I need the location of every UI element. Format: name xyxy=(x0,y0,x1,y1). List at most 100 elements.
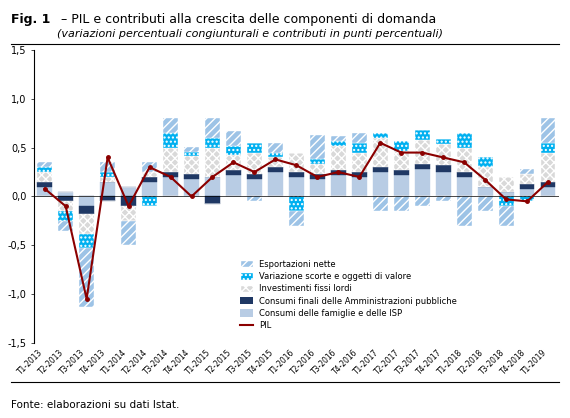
Bar xyxy=(373,196,388,211)
Bar xyxy=(247,174,262,179)
Text: Fonte: elaborazioni su dati Istat.: Fonte: elaborazioni su dati Istat. xyxy=(11,400,180,410)
Bar xyxy=(226,155,241,170)
Bar xyxy=(436,144,450,165)
Bar xyxy=(163,177,178,196)
Bar xyxy=(289,196,304,211)
Bar xyxy=(478,167,492,187)
Bar xyxy=(331,141,345,146)
Bar xyxy=(457,172,471,177)
Bar xyxy=(310,164,325,174)
Bar xyxy=(121,196,136,206)
Bar xyxy=(226,175,241,196)
Bar xyxy=(289,211,304,226)
PIL xyxy=(272,157,279,162)
Bar xyxy=(415,130,430,140)
PIL xyxy=(377,140,384,145)
Bar xyxy=(268,143,283,153)
Bar xyxy=(79,248,94,307)
Bar xyxy=(142,196,157,206)
Bar xyxy=(352,153,367,172)
Bar xyxy=(100,196,115,201)
Bar xyxy=(226,146,241,155)
Bar xyxy=(499,191,514,196)
Bar xyxy=(163,148,178,172)
Bar xyxy=(142,182,157,196)
Bar xyxy=(394,196,409,211)
Bar xyxy=(415,140,430,164)
Bar xyxy=(415,164,430,169)
PIL xyxy=(209,174,216,179)
Bar xyxy=(247,196,262,201)
PIL xyxy=(482,177,488,182)
Bar xyxy=(142,162,157,172)
Bar xyxy=(394,175,409,196)
Bar xyxy=(520,174,535,184)
Bar xyxy=(541,143,555,153)
PIL xyxy=(230,160,237,165)
Bar xyxy=(352,133,367,143)
Bar xyxy=(331,170,345,175)
Bar xyxy=(100,172,115,177)
Bar xyxy=(457,148,471,172)
Bar xyxy=(310,135,325,159)
Bar xyxy=(436,196,450,201)
Bar xyxy=(226,170,241,175)
Bar xyxy=(184,174,199,179)
Bar xyxy=(541,187,555,196)
Bar xyxy=(352,172,367,177)
PIL xyxy=(41,186,48,191)
Bar xyxy=(457,177,471,196)
Bar xyxy=(100,177,115,182)
Bar xyxy=(184,152,199,156)
Bar xyxy=(478,187,492,196)
Bar xyxy=(373,167,388,172)
Bar xyxy=(436,139,450,144)
Bar xyxy=(205,196,220,204)
PIL xyxy=(167,174,174,179)
PIL xyxy=(314,174,321,179)
Text: (variazioni percentuali congiunturali e contributi in punti percentuali): (variazioni percentuali congiunturali e … xyxy=(57,29,443,39)
PIL xyxy=(83,296,90,301)
Bar xyxy=(541,118,555,143)
Legend: Esportazioni nette, Variazione scorte e oggetti di valore, Investimenti fissi lo: Esportazioni nette, Variazione scorte e … xyxy=(238,257,459,333)
PIL xyxy=(62,204,69,209)
Bar xyxy=(268,167,283,172)
Bar xyxy=(247,179,262,196)
Bar xyxy=(289,177,304,196)
Bar xyxy=(331,136,345,141)
PIL xyxy=(104,155,111,160)
Bar xyxy=(457,196,471,226)
Bar xyxy=(289,172,304,177)
Bar xyxy=(79,196,94,206)
Bar xyxy=(142,177,157,182)
Bar xyxy=(373,133,388,138)
Bar xyxy=(79,234,94,248)
Bar xyxy=(121,187,136,196)
PIL xyxy=(419,150,426,155)
Bar xyxy=(310,174,325,179)
Bar xyxy=(184,147,199,152)
Bar xyxy=(478,196,492,211)
Bar xyxy=(415,169,430,196)
Bar xyxy=(331,146,345,170)
PIL xyxy=(293,163,300,168)
PIL xyxy=(524,199,531,204)
Bar xyxy=(331,175,345,196)
Bar xyxy=(499,177,514,191)
Bar xyxy=(247,143,262,153)
Bar xyxy=(499,196,514,206)
Bar xyxy=(142,172,157,177)
Bar xyxy=(247,153,262,174)
Line: PIL: PIL xyxy=(43,141,550,301)
Bar xyxy=(373,172,388,196)
Bar xyxy=(457,133,471,148)
Bar xyxy=(394,170,409,175)
Bar xyxy=(184,156,199,174)
Bar xyxy=(38,172,52,182)
Bar xyxy=(184,179,199,196)
Bar xyxy=(520,184,535,189)
Text: – PIL e contributi alla crescita delle componenti di domanda: – PIL e contributi alla crescita delle c… xyxy=(57,13,436,25)
Bar xyxy=(226,131,241,146)
Bar xyxy=(163,172,178,177)
Bar xyxy=(38,167,52,172)
